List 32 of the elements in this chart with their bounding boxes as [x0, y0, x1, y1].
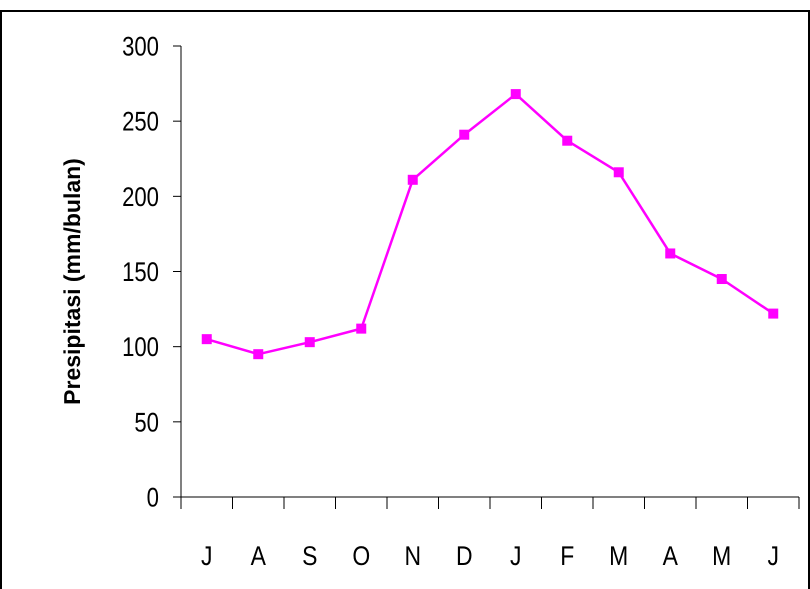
point: [510, 89, 521, 100]
point: [253, 349, 264, 360]
x-tick-label: N: [404, 541, 422, 572]
y-tick-label: 300: [122, 32, 159, 62]
x-tick-label: S: [302, 541, 318, 572]
y-tick-label: 0: [146, 483, 159, 514]
y-axis-title: Presipitasi (mm/bulan): [59, 158, 85, 405]
point: [202, 334, 212, 344]
point: [408, 174, 418, 185]
x-tick-label: O: [352, 541, 370, 572]
point: [768, 308, 778, 319]
x-tick-label: J: [201, 541, 212, 572]
y-tick-label: 100: [122, 333, 159, 363]
x-tick-label: A: [662, 541, 678, 572]
point: [562, 136, 572, 146]
y-tick-label: 200: [122, 182, 159, 212]
x-tick-label: M: [609, 541, 628, 572]
y-tick-label: 250: [122, 108, 159, 138]
point: [356, 324, 366, 334]
x-tick-label: M: [712, 541, 732, 572]
point: [716, 274, 727, 284]
x-tick-label: A: [250, 541, 266, 572]
point: [459, 130, 470, 140]
point: [665, 248, 676, 258]
x-tick-label: J: [768, 541, 779, 572]
point: [614, 167, 624, 178]
y-tick-label: 150: [122, 258, 159, 288]
point: [304, 337, 315, 348]
x-tick-label: J: [510, 541, 522, 572]
y-tick-label: 50: [134, 408, 159, 438]
x-tick-label: D: [456, 541, 473, 572]
x-tick-label: F: [560, 541, 574, 572]
